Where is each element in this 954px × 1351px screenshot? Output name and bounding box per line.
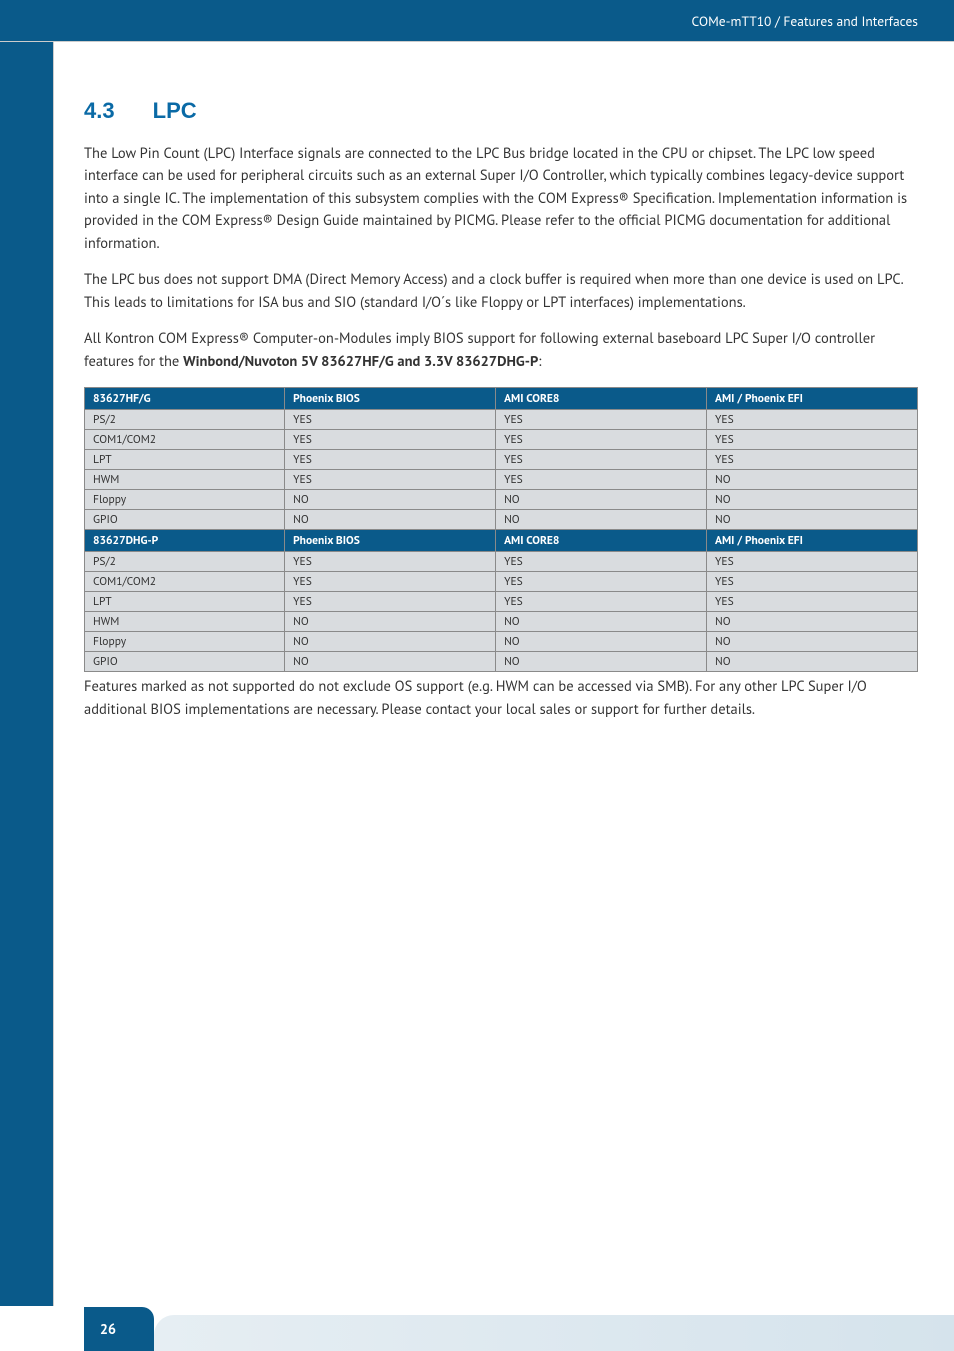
table-cell: YES: [285, 430, 496, 450]
table-row: GPIONONONO: [85, 652, 918, 672]
table-cell: NO: [707, 490, 918, 510]
table-cell: LPT: [85, 592, 285, 612]
table-body: 83627HF/GPhoenix BIOSAMI CORE8AMI / Phoe…: [85, 388, 918, 672]
table-cell: HWM: [85, 612, 285, 632]
table-cell: LPT: [85, 450, 285, 470]
table-cell: YES: [285, 552, 496, 572]
table-cell: YES: [496, 450, 707, 470]
table-header-cell: AMI / Phoenix EFI: [707, 388, 918, 410]
table-cell: YES: [285, 572, 496, 592]
table-header-cell: Phoenix BIOS: [285, 530, 496, 552]
section-title: LPC: [153, 98, 197, 123]
table-cell: NO: [707, 470, 918, 490]
table-cell: YES: [496, 552, 707, 572]
footer-bar: 26: [0, 1307, 954, 1351]
table-cell: NO: [496, 632, 707, 652]
table-cell: YES: [707, 592, 918, 612]
table-cell: YES: [707, 450, 918, 470]
table-cell: NO: [285, 612, 496, 632]
table-row: HWMNONONO: [85, 612, 918, 632]
table-cell: COM1/COM2: [85, 430, 285, 450]
paragraph-3: All Kontron COM Express® Computer-on-Mod…: [84, 328, 918, 373]
table-cell: Floppy: [85, 490, 285, 510]
table-cell: NO: [285, 632, 496, 652]
section-number: 4.3: [84, 98, 115, 123]
table-cell: YES: [496, 470, 707, 490]
p3-post: :: [538, 352, 541, 371]
table-cell: NO: [496, 510, 707, 530]
table-header-row: 83627DHG-PPhoenix BIOSAMI CORE8AMI / Pho…: [85, 530, 918, 552]
footer-sweep: [154, 1315, 954, 1351]
table-cell: YES: [285, 410, 496, 430]
table-row: LPTYESYESYES: [85, 592, 918, 612]
table-cell: NO: [496, 490, 707, 510]
table-row: FloppyNONONO: [85, 490, 918, 510]
paragraph-2: The LPC bus does not support DMA (Direct…: [84, 269, 918, 314]
table-cell: PS/2: [85, 552, 285, 572]
table-row: FloppyNONONO: [85, 632, 918, 652]
table-row: COM1/COM2YESYESYES: [85, 572, 918, 592]
table-row: GPIONONONO: [85, 510, 918, 530]
table-header-cell: Phoenix BIOS: [285, 388, 496, 410]
table-cell: HWM: [85, 470, 285, 490]
table-cell: YES: [707, 552, 918, 572]
table-cell: NO: [285, 510, 496, 530]
table-cell: YES: [285, 592, 496, 612]
table-header-cell: AMI CORE8: [496, 530, 707, 552]
table-cell: NO: [496, 612, 707, 632]
table-cell: NO: [707, 510, 918, 530]
page-number: 26: [100, 1320, 116, 1338]
paragraph-4: Features marked as not supported do not …: [84, 676, 918, 721]
table-header-cell: AMI CORE8: [496, 388, 707, 410]
table-cell: NO: [707, 612, 918, 632]
table-cell: GPIO: [85, 510, 285, 530]
table-cell: COM1/COM2: [85, 572, 285, 592]
feature-table: 83627HF/GPhoenix BIOSAMI CORE8AMI / Phoe…: [84, 387, 918, 672]
table-cell: YES: [496, 572, 707, 592]
table-row: PS/2YESYESYES: [85, 410, 918, 430]
side-tab: [0, 42, 54, 1306]
p3-bold: Winbond/Nuvoton 5V 83627HF/G and 3.3V 83…: [183, 352, 538, 371]
paragraph-1: The Low Pin Count (LPC) Interface signal…: [84, 143, 918, 255]
section-heading: 4.3 LPC: [84, 94, 918, 125]
table-header-cell: 83627DHG-P: [85, 530, 285, 552]
breadcrumb: COMe-mTT10 / Features and Interfaces: [692, 12, 919, 30]
table-header-cell: AMI / Phoenix EFI: [707, 530, 918, 552]
table-cell: YES: [285, 450, 496, 470]
table-cell: NO: [285, 652, 496, 672]
table-header-row: 83627HF/GPhoenix BIOSAMI CORE8AMI / Phoe…: [85, 388, 918, 410]
table-row: HWMYESYESNO: [85, 470, 918, 490]
table-cell: GPIO: [85, 652, 285, 672]
table-row: PS/2YESYESYES: [85, 552, 918, 572]
page-number-box: 26: [84, 1307, 154, 1351]
table-cell: YES: [496, 430, 707, 450]
table-row: COM1/COM2YESYESYES: [85, 430, 918, 450]
table-cell: YES: [707, 430, 918, 450]
table-cell: YES: [496, 410, 707, 430]
table-cell: NO: [707, 632, 918, 652]
table-row: LPTYESYESYES: [85, 450, 918, 470]
table-cell: PS/2: [85, 410, 285, 430]
table-cell: NO: [285, 490, 496, 510]
table-cell: YES: [707, 572, 918, 592]
table-header-cell: 83627HF/G: [85, 388, 285, 410]
page-content: 4.3 LPC The Low Pin Count (LPC) Interfac…: [84, 94, 918, 735]
header-bar: COMe-mTT10 / Features and Interfaces: [0, 0, 954, 42]
table-cell: Floppy: [85, 632, 285, 652]
table-cell: YES: [496, 592, 707, 612]
table-cell: NO: [496, 652, 707, 672]
table-cell: NO: [707, 652, 918, 672]
table-cell: YES: [285, 470, 496, 490]
table-cell: YES: [707, 410, 918, 430]
